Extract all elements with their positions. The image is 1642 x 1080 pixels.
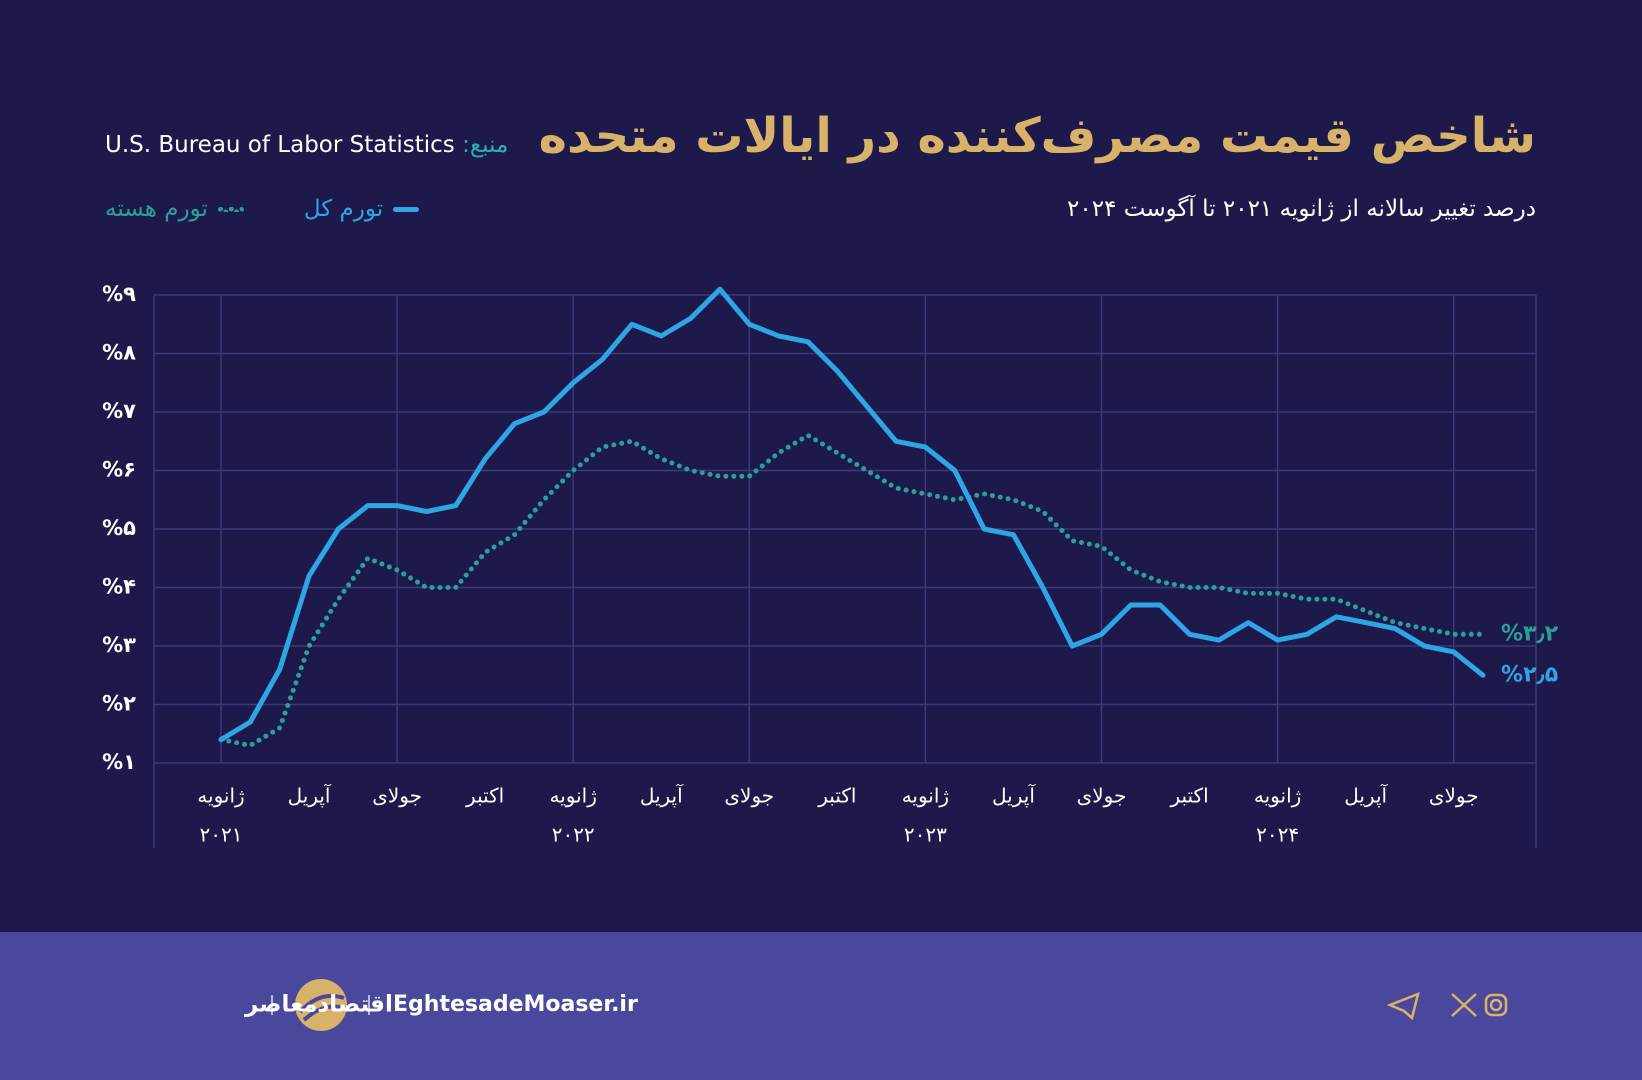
x-tick-label: آپریل — [288, 783, 332, 809]
x-tick-label: ژانویه — [1254, 784, 1301, 808]
y-tick-label: %۸ — [102, 341, 136, 365]
year-label: ۲۰۲۱ — [200, 823, 243, 847]
legend-item: تورم کل — [303, 196, 420, 222]
source-text: U.S. Bureau of Labor Statistics — [105, 132, 455, 158]
x-tick-label: جولای — [372, 784, 422, 808]
legend-swatch — [217, 206, 244, 212]
footer-bar — [0, 932, 1642, 1080]
x-tick-label: آپریل — [1344, 783, 1388, 809]
legend-item: تورم هسته — [105, 196, 244, 222]
x-tick-label: اکتبر — [1169, 784, 1208, 808]
legend: تورم کل تورم هسته — [105, 196, 420, 222]
x-tick-label: اکتبر — [817, 784, 856, 808]
y-tick-label: %۴ — [102, 575, 136, 599]
social-icons — [1386, 991, 1508, 1021]
year-label: ۲۰۲۲ — [552, 823, 595, 847]
x-tick-label: جولای — [724, 784, 774, 808]
year-label: ۲۰۲۳ — [904, 823, 947, 847]
legend-label: تورم هسته — [105, 196, 208, 222]
website[interactable]: EghtesadeMoaser.ir — [393, 992, 638, 1017]
legend-swatch — [393, 206, 420, 212]
year-label: ۲۰۲۴ — [1256, 823, 1299, 847]
brand: اقتصادمعاصر — [244, 992, 393, 1018]
chart-subtitle: درصد تغییر سالانه از ژانویه ۲۰۲۱ تا آگوس… — [1067, 196, 1536, 222]
x-tick-label: ژانویه — [549, 784, 596, 808]
y-tick-label: %۶ — [102, 458, 136, 482]
x-tick-label: ژانویه — [902, 784, 949, 808]
y-tick-label: %۳ — [102, 633, 136, 657]
x-tick-label: اکتبر — [465, 784, 504, 808]
legend-label: تورم کل — [303, 196, 384, 222]
line-series — [218, 286, 1486, 743]
y-tick-label: %۵ — [102, 516, 136, 540]
line-series — [218, 432, 1486, 748]
x-tick-label: آپریل — [992, 783, 1036, 809]
x-tick-label: ژانویه — [197, 784, 244, 808]
source: منبع: U.S. Bureau of Labor Statistics — [105, 132, 508, 158]
y-tick-label: %۷ — [102, 399, 136, 423]
y-tick-label: %۲ — [102, 692, 136, 716]
value-label: %۲٫۵ — [1501, 662, 1558, 687]
x-tick-label: جولای — [1077, 784, 1127, 808]
logo-mark — [298, 993, 345, 1022]
value-label: %۳٫۲ — [1501, 621, 1559, 646]
x-tick-label: جولای — [1429, 784, 1479, 808]
chart-title: شاخص قیمت مصرف‌کننده در ایالات متحده — [538, 108, 1536, 164]
y-tick-label: %۹ — [102, 282, 136, 306]
y-tick-label: %۱ — [102, 750, 136, 774]
source-label: منبع: — [462, 132, 509, 158]
x-tick-label: آپریل — [640, 783, 684, 809]
